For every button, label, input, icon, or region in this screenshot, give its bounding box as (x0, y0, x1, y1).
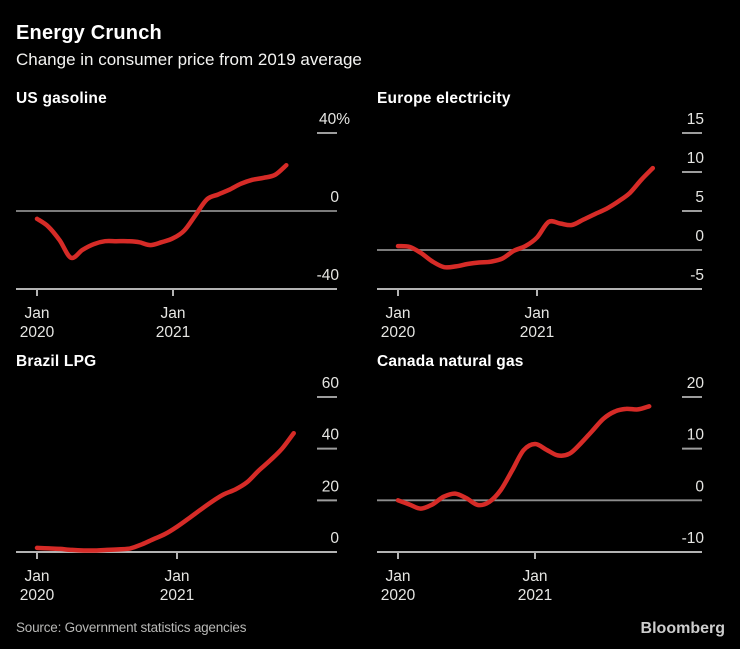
x-tick-label-year: 2021 (520, 324, 554, 341)
source-note: Source: Government statistics agencies (16, 620, 247, 635)
chart-title-europe-electricity: Europe electricity (377, 90, 511, 107)
figure-subtitle: Change in consumer price from 2019 avera… (16, 50, 362, 69)
figure-title: Energy Crunch (16, 22, 162, 44)
x-tick-label-month: Jan (525, 305, 550, 322)
bloomberg-logo: Bloomberg (640, 620, 725, 637)
y-tick-label: 0 (695, 228, 704, 245)
x-tick-label-month: Jan (25, 305, 50, 322)
chart-canada-natural-gas: 20 10 0 -10 Jan 2020 Jan 2021 (377, 375, 704, 604)
price-line (395, 404, 652, 511)
x-tick-label-month: Jan (165, 568, 190, 585)
y-tick-label: 10 (687, 427, 705, 444)
x-tick-label-year: 2020 (381, 587, 416, 604)
y-tick-label: 40% (319, 111, 350, 128)
x-tick-label-year: 2020 (20, 324, 55, 341)
price-line (34, 430, 296, 553)
chart-title-canada-natural-gas: Canada natural gas (377, 353, 524, 370)
chart-europe-electricity: 15 10 5 0 -5 Jan 2020 Jan 2021 (377, 111, 704, 341)
chart-title-brazil-lpg: Brazil LPG (16, 353, 97, 370)
y-tick-label: 15 (687, 111, 704, 128)
x-tick-label-month: Jan (161, 305, 186, 322)
y-tick-label: 20 (687, 375, 705, 392)
x-tick-label-year: 2021 (160, 587, 194, 604)
y-tick-label: 20 (322, 478, 340, 495)
y-tick-label: 10 (687, 150, 705, 167)
x-tick-label-year: 2021 (518, 587, 552, 604)
price-line (34, 162, 289, 261)
price-line (395, 165, 656, 270)
y-tick-label: 5 (695, 189, 704, 206)
chart-title-us-gasoline: US gasoline (16, 90, 107, 107)
y-tick-label: 40 (322, 427, 340, 444)
y-tick-label: -5 (690, 267, 704, 284)
x-tick-label-year: 2020 (381, 324, 416, 341)
y-tick-label: 0 (330, 530, 339, 547)
chart-us-gasoline: 40% 0 -40 Jan 2020 Jan 2021 (16, 111, 350, 341)
chart-brazil-lpg: 60 40 20 0 Jan 2020 Jan 2021 (16, 375, 339, 604)
y-tick-label: -10 (682, 530, 705, 547)
x-tick-label-month: Jan (25, 568, 50, 585)
x-tick-label-year: 2021 (156, 324, 190, 341)
y-tick-label: 60 (322, 375, 340, 392)
x-tick-label-year: 2020 (20, 587, 55, 604)
x-tick-label-month: Jan (523, 568, 548, 585)
y-tick-label: 0 (695, 478, 704, 495)
x-tick-label-month: Jan (386, 568, 411, 585)
y-tick-label: -40 (317, 267, 340, 284)
y-tick-label: 0 (330, 189, 339, 206)
x-tick-label-month: Jan (386, 305, 411, 322)
